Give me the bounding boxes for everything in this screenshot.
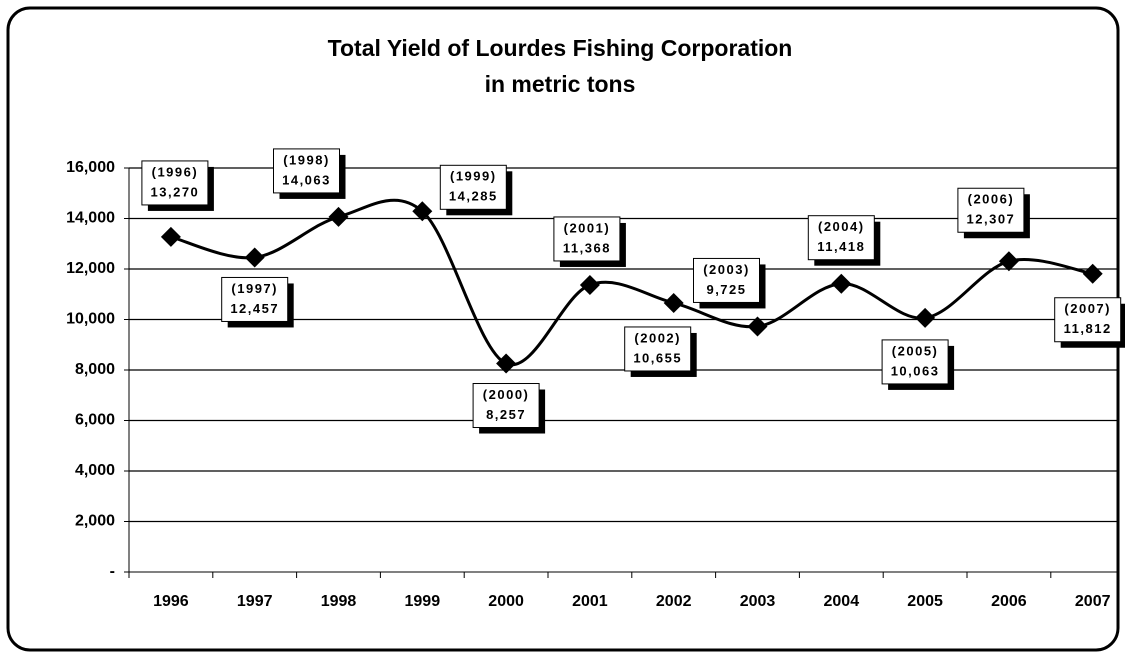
label-box (807, 215, 875, 261)
label-year: (1997) (231, 281, 278, 296)
y-tick-label: 8,000 (75, 361, 115, 378)
x-tick-label: 2004 (824, 593, 860, 610)
y-tick-label: 12,000 (66, 260, 115, 277)
point-marker (244, 247, 265, 268)
label-box (881, 339, 949, 385)
label-box (221, 276, 289, 322)
label-box (1054, 297, 1122, 343)
label-year: (2007) (1064, 301, 1111, 316)
chart-title: Total Yield of Lourdes Fishing Corporati… (328, 35, 793, 61)
label-year: (2004) (818, 219, 865, 234)
data-label: 12,307 (967, 212, 1016, 227)
data-label: 11,812 (1064, 321, 1112, 336)
label-box (273, 148, 340, 194)
point-marker (412, 201, 433, 222)
x-tick-label: 1997 (237, 593, 273, 610)
label-box (141, 160, 209, 206)
point-marker (915, 307, 936, 328)
label-year: (2006) (968, 192, 1015, 207)
y-tick-label: 14,000 (66, 210, 115, 227)
point-marker (831, 273, 852, 294)
chart-subtitle: in metric tons (485, 71, 636, 97)
data-label: 11,368 (563, 240, 611, 255)
x-tick-label: 2002 (656, 593, 692, 610)
x-tick-label: 2006 (991, 593, 1027, 610)
label-box (553, 216, 621, 262)
point-marker (663, 292, 684, 313)
label-box (472, 383, 540, 429)
point-marker (328, 206, 349, 227)
label-box (439, 164, 507, 210)
x-tick-label: 1996 (153, 593, 189, 610)
label-year: (2005) (892, 343, 939, 358)
point-marker (160, 226, 181, 247)
data-label: 10,655 (633, 350, 682, 365)
x-tick-label: 2000 (488, 593, 524, 610)
data-label: 13,270 (151, 184, 200, 199)
label-year: (1999) (450, 169, 497, 184)
y-tick-label: 10,000 (66, 311, 115, 328)
y-tick-label: - (110, 563, 115, 580)
data-label: 8,257 (486, 407, 526, 422)
y-tick-label: 4,000 (75, 462, 115, 479)
data-label: 10,063 (891, 363, 940, 378)
data-label: 14,285 (449, 189, 498, 204)
label-box (693, 257, 760, 303)
x-tick-label: 1998 (321, 593, 357, 610)
point-marker (496, 353, 517, 374)
data-label: 12,457 (230, 301, 279, 316)
y-tick-label: 16,000 (66, 159, 115, 176)
y-tick-label: 6,000 (75, 412, 115, 429)
point-marker (579, 274, 600, 295)
data-label: 14,063 (282, 172, 331, 187)
point-marker (1082, 263, 1103, 284)
point-marker (747, 316, 768, 337)
x-tick-label: 2005 (907, 593, 943, 610)
x-tick-label: 1999 (405, 593, 441, 610)
y-tick-label: 2,000 (75, 513, 115, 530)
label-year: (2001) (564, 220, 611, 235)
data-label: 11,418 (817, 239, 865, 254)
x-tick-label: 2003 (740, 593, 776, 610)
point-marker (998, 251, 1019, 272)
x-tick-label: 2007 (1075, 593, 1111, 610)
label-year: (1998) (283, 152, 330, 167)
x-tick-label: 2001 (572, 593, 608, 610)
label-year: (2000) (483, 387, 530, 402)
data-label: 9,725 (706, 282, 746, 297)
label-box (624, 326, 692, 372)
label-year: (1996) (152, 164, 199, 179)
chart-frame (6, 6, 1120, 652)
label-year: (2002) (634, 330, 681, 345)
label-year: (2003) (703, 262, 750, 277)
label-box (957, 187, 1025, 233)
